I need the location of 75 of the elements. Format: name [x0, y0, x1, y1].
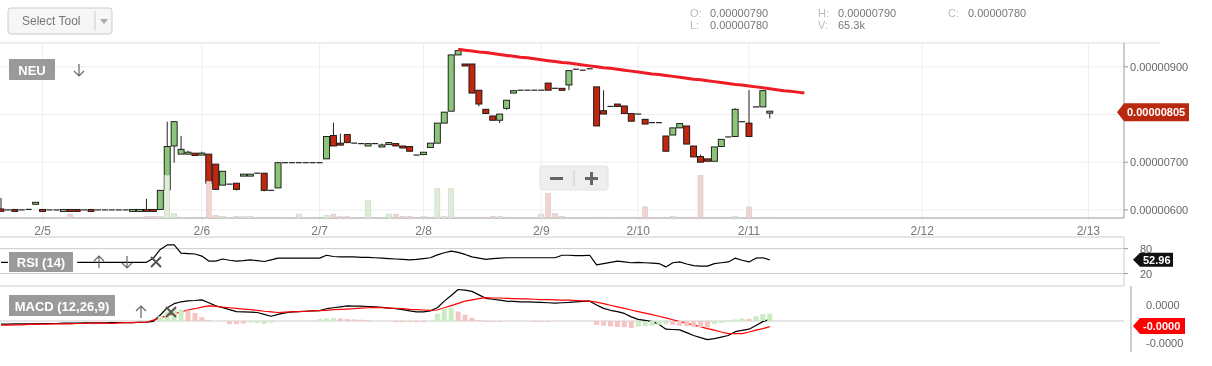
- text: 52.96: [1143, 253, 1171, 266]
- bar: [240, 321, 246, 324]
- text: 0.0000: [1146, 299, 1180, 311]
- bar: [642, 321, 648, 327]
- text: NEU: [18, 62, 46, 78]
- x-tick-label: 2/5: [34, 224, 52, 238]
- text: 0.00000780: [710, 19, 769, 31]
- x-tick-label: 2/7: [311, 224, 329, 238]
- bar: [635, 321, 641, 327]
- bar: [691, 321, 697, 327]
- bar: [448, 307, 454, 321]
- candlestick: [565, 70, 573, 91]
- x-tick-label: 2/11: [737, 224, 761, 238]
- x-tick-label: 2/12: [910, 224, 935, 238]
- bar: [261, 321, 267, 324]
- bar: [753, 316, 759, 321]
- bar: [441, 308, 447, 321]
- bar: [337, 318, 343, 321]
- candlestick: [745, 89, 753, 137]
- bar: [767, 313, 773, 321]
- line-series: [456, 47, 806, 95]
- text: 0.00000790: [838, 7, 897, 19]
- bar: [621, 321, 627, 328]
- text: 0.00000805: [1127, 106, 1186, 119]
- bar: [157, 316, 163, 321]
- text: Select Tool: [22, 14, 81, 28]
- x-tick-label: 2/9: [532, 224, 550, 238]
- bar: [607, 321, 613, 327]
- bar: [601, 321, 607, 326]
- y-tick-label: 0.00000900: [1130, 60, 1189, 73]
- bar: [330, 318, 336, 321]
- text: L:: [690, 19, 700, 31]
- bar: [434, 313, 440, 321]
- bar: [178, 309, 184, 321]
- bar: [628, 321, 634, 328]
- text: O:: [690, 7, 702, 19]
- bar: [199, 317, 205, 321]
- bar: [698, 321, 704, 327]
- bar: [760, 314, 766, 321]
- text: C:: [948, 7, 959, 19]
- bar: [711, 321, 717, 325]
- bar: [746, 206, 752, 219]
- text: -0.0000: [1146, 337, 1184, 349]
- bar: [746, 318, 752, 321]
- x-tick-label: 2/6: [193, 224, 211, 238]
- bar: [663, 321, 669, 325]
- text: -0.0000: [1143, 320, 1181, 332]
- text: V:: [818, 19, 828, 31]
- text: 0.00000780: [968, 7, 1027, 19]
- y-tick-label: 80: [1140, 242, 1153, 255]
- x-tick-label: 2/10: [626, 224, 651, 238]
- x-tick-label: 2/13: [1076, 224, 1101, 238]
- x-tick-label: 2/8: [415, 224, 433, 238]
- bar: [739, 318, 745, 321]
- bar: [296, 213, 302, 219]
- bar: [324, 318, 330, 321]
- y-tick-label: 0.00000700: [1130, 156, 1189, 169]
- bar: [227, 321, 233, 325]
- text: H:: [818, 7, 829, 19]
- bar: [455, 311, 461, 321]
- y-tick-label: 0.00000600: [1130, 203, 1189, 216]
- bar: [365, 200, 371, 219]
- bar: [704, 321, 710, 328]
- text: 65.3k: [838, 19, 866, 31]
- bar: [642, 206, 648, 219]
- bar: [594, 321, 600, 325]
- bar: [233, 321, 239, 325]
- y-tick-label: 20: [1140, 267, 1153, 280]
- bar: [670, 321, 676, 325]
- text: MACD (12,26,9): [14, 298, 110, 314]
- bar: [614, 321, 620, 327]
- bar: [684, 321, 690, 327]
- bar: [677, 321, 683, 326]
- text: 0.00000790: [710, 7, 769, 19]
- text: RSI (14): [16, 255, 66, 270]
